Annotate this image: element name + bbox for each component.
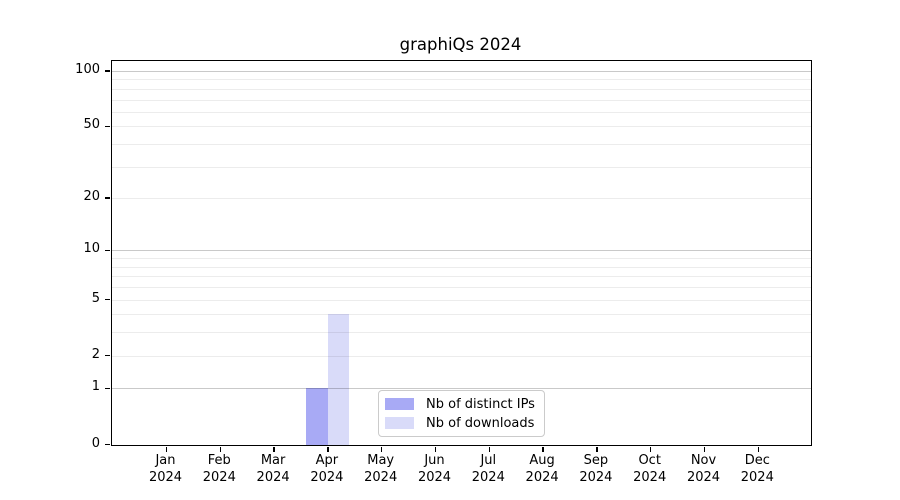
x-tick-month: May	[367, 453, 395, 468]
bar-downloads	[327, 314, 350, 445]
x-tick-mark	[434, 447, 437, 452]
gridline-minor	[112, 258, 811, 260]
y-tick-mark	[105, 298, 110, 301]
x-tick-month: Aug	[529, 453, 555, 468]
legend-box: Nb of distinct IPs Nb of downloads	[378, 390, 545, 437]
x-tick-mark	[273, 447, 275, 452]
y-tick-mark	[105, 443, 110, 446]
x-tick-mark	[165, 447, 168, 452]
chart-title: graphiQs 2024	[399, 35, 522, 54]
x-tick-month: Feb	[207, 453, 231, 468]
x-tick-year: 2024	[417, 470, 452, 485]
x-tick-mark	[327, 447, 329, 452]
x-tick-month: Jul	[480, 453, 497, 468]
x-tick-year: 2024	[633, 470, 667, 485]
bar-distinct-ips	[306, 388, 328, 445]
y-tick-mark	[105, 70, 110, 72]
gridline-minor	[112, 266, 811, 268]
legend-label-downloads: Nb of downloads	[426, 415, 535, 431]
x-tick-mark	[488, 447, 491, 452]
gridline-minor	[112, 276, 811, 278]
x-tick-month: Sep	[583, 453, 609, 468]
x-tick-month: Nov	[690, 453, 717, 468]
x-tick-mark	[542, 447, 544, 452]
y-tick-mark	[105, 354, 110, 357]
x-tick-month: Oct	[638, 453, 661, 468]
legend-swatch-distinct-ips	[385, 398, 414, 410]
plot-area	[105, 60, 812, 452]
x-tick-year: 2024	[364, 470, 398, 485]
y-tick-mark	[105, 125, 110, 128]
x-tick-mark	[649, 447, 652, 452]
y-tick-label: 0	[91, 435, 100, 451]
x-tick-month: Jun	[424, 453, 445, 468]
gridline-decade	[112, 388, 811, 390]
x-tick-label: May 2024	[349, 452, 413, 486]
x-tick-mark	[757, 447, 760, 452]
gridline-minor	[112, 79, 811, 81]
x-tick-month: Jan	[155, 453, 176, 468]
gridline-minor	[112, 355, 811, 357]
gridline-decade	[112, 250, 811, 252]
x-tick-label: Jul 2024	[456, 452, 520, 486]
y-tick-mark	[105, 387, 110, 390]
gridline-minor	[112, 99, 811, 101]
y-tick-label: 20	[83, 189, 100, 205]
x-tick-year: 2024	[686, 470, 721, 485]
x-tick-month: Mar	[260, 453, 286, 468]
gridline-minor	[112, 314, 811, 316]
y-tick-mark	[105, 197, 110, 199]
x-tick-mark	[380, 447, 383, 452]
y-tick-label: 2	[91, 346, 100, 362]
legend-label-distinct-ips: Nb of distinct IPs	[426, 396, 535, 412]
x-tick-mark	[219, 447, 222, 452]
x-tick-label: Mar 2024	[241, 452, 305, 486]
x-tick-year: 2024	[525, 470, 559, 485]
gridline-minor	[112, 299, 811, 301]
gridline-minor	[112, 111, 811, 113]
x-tick-year: 2024	[256, 470, 290, 485]
y-tick-label: 100	[75, 62, 100, 77]
x-tick-label: Feb 2024	[187, 452, 251, 486]
legend-row: Nb of downloads	[385, 416, 538, 431]
gridline-minor	[112, 198, 811, 200]
y-tick-label: 1	[91, 379, 100, 395]
x-tick-month: Apr	[315, 453, 339, 468]
x-tick-year: 2024	[579, 470, 613, 485]
x-tick-label: Dec 2024	[725, 452, 789, 486]
gridline-decade	[112, 71, 811, 72]
x-tick-label: Sep 2024	[564, 452, 628, 486]
x-tick-mark	[596, 447, 598, 452]
x-tick-label: Jan 2024	[134, 452, 198, 486]
legend-row: Nb of distinct IPs	[385, 397, 538, 412]
gridline-minor	[112, 287, 811, 288]
x-tick-year: 2024	[471, 470, 505, 485]
y-tick-label: 50	[83, 117, 100, 133]
x-tick-year: 2024	[740, 470, 774, 485]
x-tick-label: Apr 2024	[295, 452, 359, 486]
x-tick-label: Oct 2024	[618, 452, 682, 486]
x-tick-label: Jun 2024	[403, 452, 467, 486]
x-tick-label: Aug 2024	[510, 452, 574, 486]
x-tick-mark	[703, 447, 706, 452]
x-tick-year: 2024	[148, 470, 183, 485]
gridline-minor	[112, 166, 811, 168]
y-tick-label: 10	[83, 241, 100, 257]
x-tick-label: Nov 2024	[672, 452, 736, 486]
x-tick-year: 2024	[310, 470, 344, 485]
x-tick-month: Dec	[744, 453, 770, 468]
gridline-minor	[112, 126, 811, 128]
legend-swatch-downloads	[385, 417, 414, 429]
gridline-minor	[112, 332, 811, 334]
gridline-minor	[112, 144, 811, 145]
y-tick-mark	[105, 249, 110, 252]
y-tick-label: 5	[91, 290, 100, 306]
x-tick-year: 2024	[202, 470, 236, 485]
gridline-minor	[112, 88, 811, 90]
